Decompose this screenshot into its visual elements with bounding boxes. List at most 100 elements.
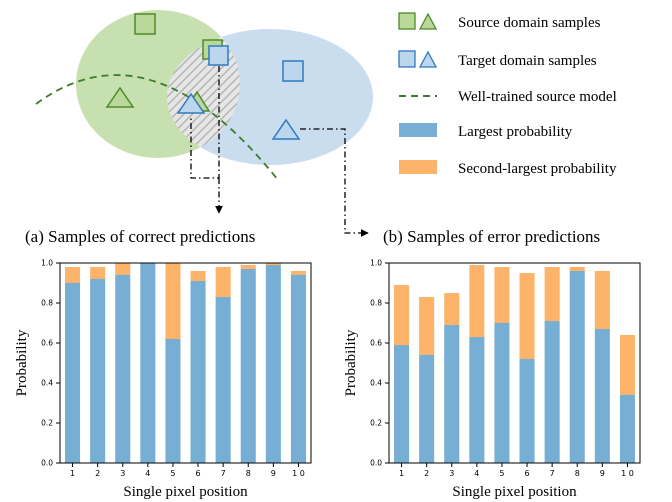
bar-largest-correct-3 — [115, 275, 131, 463]
xtick-label-correct: 9 — [271, 469, 276, 478]
axes-frame-correct — [59, 262, 312, 464]
yaxis-label-correct: Probability — [14, 329, 30, 396]
xtick-label-correct: 1 0 — [292, 469, 305, 478]
bar-largest-error-9 — [594, 329, 610, 463]
bar-second-error-2 — [419, 297, 435, 355]
xtick-label-error: 4 — [474, 469, 479, 478]
bar-second-error-1 — [394, 285, 410, 345]
bar-second-correct-6 — [190, 271, 206, 281]
xtick-label-error: 3 — [449, 469, 454, 478]
bar-largest-error-10 — [619, 395, 635, 463]
bar-second-correct-2 — [90, 267, 106, 279]
bar-second-correct-10 — [290, 271, 306, 275]
bar-second-correct-9 — [265, 263, 281, 265]
axes-frame-error — [388, 262, 641, 464]
bar-second-correct-1 — [65, 267, 81, 283]
bar-second-error-3 — [444, 293, 460, 325]
target-square-marker — [282, 60, 304, 82]
legend-source-triangle-icon — [418, 12, 438, 30]
source-triangle-marker — [105, 86, 135, 108]
legend-target-square-icon — [398, 50, 416, 68]
xtick-label-error: 6 — [525, 469, 530, 478]
xtick-label-correct: 1 — [70, 469, 75, 478]
bar-second-error-7 — [544, 267, 560, 321]
legend-source-square-icon — [398, 12, 416, 30]
xtick-label-correct: 3 — [120, 469, 125, 478]
xtick-label-error: 1 — [399, 469, 404, 478]
bar-largest-error-7 — [544, 321, 560, 463]
bar-largest-correct-9 — [265, 265, 281, 463]
xaxis-label-error: Single pixel position — [452, 484, 577, 500]
ytick-label-correct: 0.0 — [41, 459, 53, 468]
yaxis-label-error: Probability — [343, 329, 359, 396]
bar-largest-error-3 — [444, 325, 460, 463]
bar-largest-error-5 — [494, 323, 510, 463]
bar-largest-correct-10 — [290, 275, 306, 463]
ytick-label-correct: 0.4 — [41, 379, 53, 388]
target-square-overlap-marker — [208, 45, 229, 66]
xtick-label-error: 8 — [575, 469, 580, 478]
bar-largest-correct-1 — [65, 283, 81, 463]
legend-largest-label: Largest probability — [458, 124, 573, 140]
target-triangle-error-marker — [271, 118, 301, 140]
bar-second-error-8 — [569, 267, 585, 271]
xtick-label-error: 2 — [424, 469, 429, 478]
bar-second-correct-3 — [115, 263, 131, 275]
xtick-label-error: 1 0 — [621, 469, 634, 478]
xtick-label-correct: 5 — [170, 469, 175, 478]
bar-largest-error-6 — [519, 359, 535, 463]
xtick-label-correct: 2 — [95, 469, 100, 478]
ytick-label-correct: 1.0 — [41, 259, 53, 268]
bar-second-correct-7 — [215, 267, 231, 297]
arrow-to-error-predictions — [300, 128, 369, 237]
arrow-to-correct-predictions — [190, 66, 220, 179]
ytick-label-error: 0.8 — [370, 299, 382, 308]
legend-second-label: Second-largest probability — [458, 161, 617, 177]
legend-model-label: Well-trained source model — [458, 89, 617, 105]
legend-largest-swatch — [399, 123, 437, 137]
legend-target-triangle-icon — [418, 50, 438, 68]
xaxis-label-correct: Single pixel position — [123, 484, 248, 500]
bar-largest-correct-5 — [165, 339, 181, 463]
xtick-label-correct: 8 — [246, 469, 251, 478]
legend-source-label: Source domain samples — [458, 15, 601, 31]
ytick-label-correct: 0.2 — [41, 419, 53, 428]
bar-second-error-9 — [594, 271, 610, 329]
chart-correct-predictions: 0.0 0.2 0.4 0.6 0.8 1.0 1 2 3 4 5 6 7 8 9 1 0 Single pix… — [14, 259, 312, 500]
bar-second-correct-8 — [240, 265, 256, 269]
ytick-label-correct: 0.6 — [41, 339, 53, 348]
bar-largest-correct-2 — [90, 279, 106, 463]
xtick-label-correct: 6 — [196, 469, 201, 478]
caption-correct-predictions: (a) Samples of correct predictions — [25, 227, 255, 246]
target-triangle-overlap-marker — [176, 92, 206, 114]
ytick-label-error: 0.0 — [370, 459, 382, 468]
bar-largest-correct-6 — [190, 281, 206, 463]
ytick-label-error: 0.2 — [370, 419, 382, 428]
bar-second-error-10 — [619, 335, 635, 395]
bar-largest-correct-7 — [215, 297, 231, 463]
source-square-marker — [134, 13, 156, 35]
bar-largest-error-4 — [469, 337, 485, 463]
bar-second-error-6 — [519, 273, 535, 359]
xtick-label-error: 7 — [550, 469, 555, 478]
bar-largest-correct-8 — [240, 269, 256, 463]
ytick-label-error: 0.4 — [370, 379, 382, 388]
ytick-label-correct: 0.8 — [41, 299, 53, 308]
xtick-label-error: 9 — [600, 469, 605, 478]
legend-second-swatch — [399, 160, 437, 174]
xtick-label-error: 5 — [499, 469, 504, 478]
xtick-label-correct: 4 — [145, 469, 150, 478]
legend: Source domain samples Target domain samp… — [398, 12, 617, 177]
chart-error-predictions: 0.0 0.2 0.4 0.6 0.8 1.0 1 2 3 4 5 6 7 8 9 1 0 Single pix… — [343, 259, 641, 500]
ytick-label-error: 0.6 — [370, 339, 382, 348]
bar-largest-correct-4 — [140, 263, 156, 463]
legend-target-label: Target domain samples — [458, 53, 597, 69]
caption-error-predictions: (b) Samples of error predictions — [383, 227, 600, 246]
bar-largest-error-1 — [394, 345, 410, 463]
bar-second-error-4 — [469, 265, 485, 337]
domain-illustration — [35, 10, 373, 237]
bar-second-correct-5 — [165, 263, 181, 339]
bar-second-error-5 — [494, 267, 510, 323]
ytick-label-error: 1.0 — [370, 259, 382, 268]
